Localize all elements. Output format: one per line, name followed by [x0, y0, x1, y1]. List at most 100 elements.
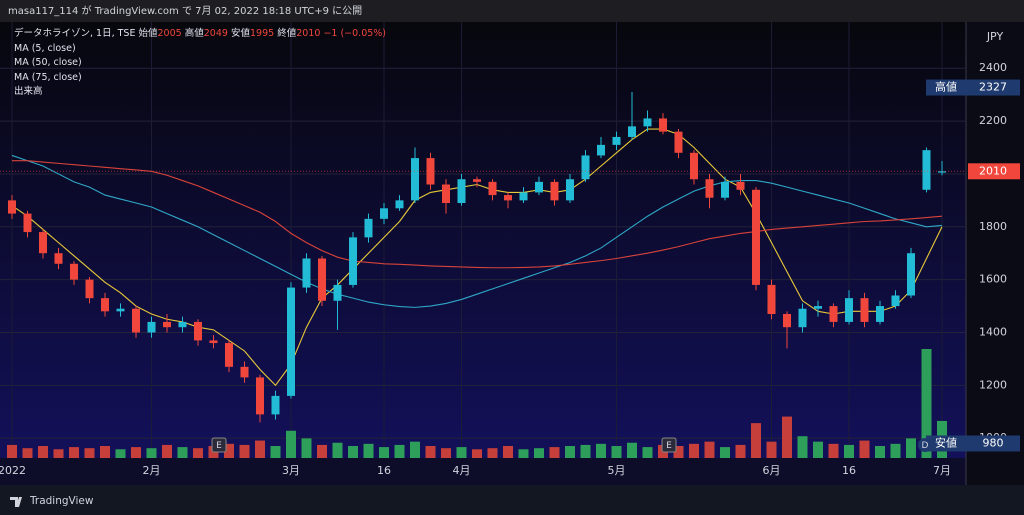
event-label: E [216, 441, 222, 451]
candle-body [225, 343, 233, 367]
candle-body [178, 321, 187, 328]
volume-bar [69, 447, 79, 458]
candle-body [829, 306, 838, 322]
candle-body [643, 118, 652, 127]
y-tick-label: 2400 [979, 61, 1007, 74]
candle-body [581, 155, 590, 180]
volume-bar [348, 446, 358, 458]
x-tick-label: 7月 [933, 464, 951, 477]
extreme-box [926, 79, 1020, 96]
change: −1 (−0.05%) [323, 28, 387, 39]
volume-bar [503, 446, 513, 458]
logo-icon [10, 497, 22, 507]
y-tick-label: 1600 [979, 273, 1007, 286]
candle-body [891, 295, 900, 307]
candle-body [674, 131, 683, 153]
candle-body [473, 179, 481, 182]
last-price-label: 2010 [979, 164, 1007, 177]
x-tick-label: 16 [842, 464, 856, 477]
volume-bar [518, 449, 529, 458]
candle-body [101, 298, 109, 312]
volume-bar [642, 447, 653, 458]
candle-body [318, 258, 326, 301]
ohlc-value: 2010 [296, 28, 321, 39]
candle-body [690, 152, 698, 180]
x-tick-label: 2月 [143, 464, 161, 477]
candle-body [767, 284, 776, 314]
candle-body [302, 258, 311, 288]
candle-body [752, 189, 760, 285]
candle-body [938, 171, 946, 173]
candle-body [163, 321, 171, 328]
volume-bar [363, 443, 374, 458]
header: masa117_114 が TradingView.com で 7月 02, 2… [8, 4, 362, 17]
volume-bar [394, 444, 405, 458]
extreme-value: 980 [983, 436, 1004, 449]
y-tick-label: 1200 [979, 378, 1007, 391]
candle-body [519, 192, 528, 201]
candle-body [426, 158, 435, 185]
candle-body [504, 195, 512, 201]
volume-bar [813, 441, 823, 458]
x-tick-label: 4月 [453, 464, 471, 477]
volume-bar [177, 447, 188, 458]
volume-bar [472, 449, 482, 458]
candle-body [132, 308, 140, 333]
volume-bar [875, 446, 885, 458]
ohlc-label: 高値 [184, 28, 204, 39]
volume-bar [580, 444, 591, 458]
extreme-label: 高値 [935, 80, 957, 94]
volume-bar [286, 430, 296, 458]
candle-body [333, 284, 342, 301]
candle-body [364, 218, 373, 238]
legend-main: データホライゾン, 1日, TSE 始値2005 高値2049 安値1995 終… [14, 27, 386, 42]
volume-bar [673, 446, 684, 458]
candle-body [922, 150, 931, 190]
volume-bar [534, 448, 544, 458]
volume-bar [146, 448, 157, 458]
extreme-label: 安値 [935, 435, 957, 449]
candle-body [783, 313, 791, 328]
volume-bar [487, 448, 498, 458]
candle-body [54, 253, 63, 264]
volume-bar [441, 448, 451, 458]
volume-bar [751, 423, 761, 458]
ohlc-value: 2049 [203, 28, 228, 39]
volume-bar [782, 416, 792, 458]
volume-bar [828, 443, 839, 458]
volume-bar [704, 441, 715, 458]
indicator: 出来高 [14, 86, 43, 98]
extreme-value: 2327 [979, 81, 1007, 94]
candle-body [612, 136, 621, 145]
volume-bar [627, 442, 637, 458]
candle-body [240, 366, 249, 378]
volume-bar [456, 447, 467, 458]
candle-body [736, 181, 745, 190]
candle-body [442, 184, 450, 204]
ohlc-label: 始値 [138, 28, 158, 39]
candle-body [380, 208, 388, 219]
event-marker [918, 438, 932, 452]
x-tick-label: 16 [377, 464, 391, 477]
x-tick-label: 3月 [282, 464, 300, 477]
candle-body [349, 237, 357, 285]
last-price-box [968, 163, 1020, 180]
volume-bar [38, 446, 48, 458]
candle-body [705, 179, 714, 198]
candle-body [550, 181, 559, 201]
candle-body [8, 200, 16, 214]
volume-bar [890, 443, 901, 458]
ma-line [11, 154, 943, 308]
candle-body [411, 158, 419, 201]
volume-bar [797, 436, 808, 458]
candle-body [23, 213, 32, 233]
indicator: MA (5, close) [14, 42, 76, 54]
volume-bar [844, 444, 854, 458]
candle-body [721, 181, 729, 198]
candle-body [566, 179, 574, 201]
volume-bar [224, 443, 234, 458]
candle-body [85, 279, 94, 299]
symbol: データホライゾン, 1日, TSE [14, 28, 136, 39]
